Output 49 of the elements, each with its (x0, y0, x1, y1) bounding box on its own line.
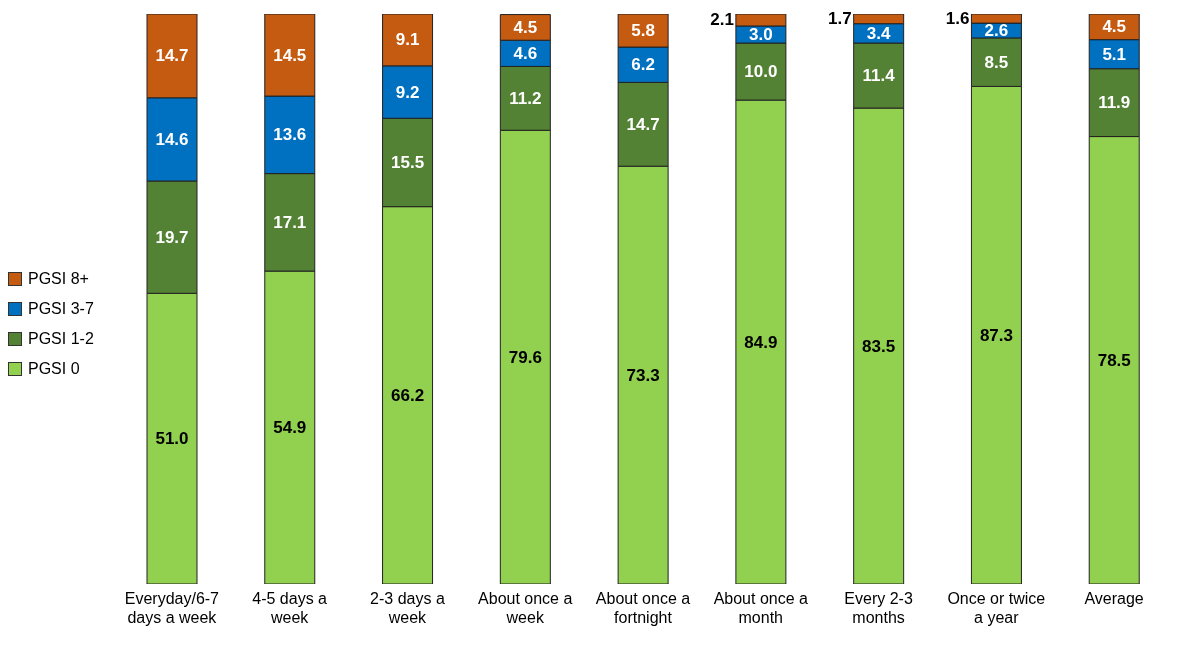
data-label: 8.5 (984, 52, 1009, 72)
data-label: 2.6 (984, 21, 1009, 41)
legend-label: PGSI 1-2 (28, 330, 94, 348)
x-tick-label: About once a week (478, 590, 573, 626)
x-tick-label: Once or twice a year (947, 590, 1046, 626)
data-label: 4.5 (1102, 17, 1127, 37)
data-label: 6.2 (631, 55, 655, 75)
data-label: 3.0 (749, 25, 773, 45)
data-label: 1.7 (828, 9, 852, 29)
x-tick-label: About once a month (713, 590, 809, 626)
data-label: 66.2 (391, 385, 425, 405)
x-tick-label: 4-5 days a week (252, 590, 328, 626)
data-label: 14.7 (155, 46, 189, 66)
data-label: 11.2 (509, 88, 542, 108)
x-tick-label: Every 2-3 months (844, 590, 913, 626)
data-label: 87.3 (979, 325, 1013, 345)
data-label: 14.7 (626, 114, 660, 134)
x-tick-label: About once a fortnight (595, 590, 691, 626)
data-label: 51.0 (155, 429, 189, 449)
legend-label: PGSI 8+ (28, 270, 89, 288)
data-label: 13.6 (273, 125, 307, 145)
data-label: 2.1 (710, 10, 734, 30)
data-label: 83.5 (862, 336, 896, 356)
data-label: 3.4 (866, 23, 892, 43)
data-label: 79.6 (508, 347, 542, 367)
x-tick-label: Average (1084, 590, 1144, 607)
x-tick-label: 2-3 days a week (370, 590, 445, 626)
data-label: 5.1 (1102, 44, 1127, 64)
data-label: 84.9 (744, 332, 778, 352)
data-label: 10.0 (744, 62, 778, 82)
data-label: 1.6 (945, 9, 970, 29)
data-label: 4.5 (513, 17, 538, 37)
data-label: 19.7 (155, 227, 189, 247)
data-label: 11.4 (862, 66, 896, 86)
data-label: 73.3 (626, 365, 660, 385)
legend-label: PGSI 0 (28, 360, 80, 378)
data-label: 14.6 (155, 129, 189, 149)
data-label: 54.9 (273, 418, 307, 438)
legend-label: PGSI 3-7 (28, 300, 94, 318)
data-label: 4.6 (513, 43, 538, 63)
x-tick-label: Everyday/6-7 days a week (124, 590, 220, 626)
data-label: 9.2 (395, 82, 420, 102)
data-label: 9.1 (395, 30, 420, 50)
data-label: 14.5 (273, 45, 307, 65)
data-label: 78.5 (1097, 350, 1131, 370)
data-label: 11.9 (1098, 93, 1131, 113)
data-label: 5.8 (631, 21, 655, 41)
data-label: 17.1 (273, 212, 307, 232)
data-label: 15.5 (391, 152, 425, 172)
